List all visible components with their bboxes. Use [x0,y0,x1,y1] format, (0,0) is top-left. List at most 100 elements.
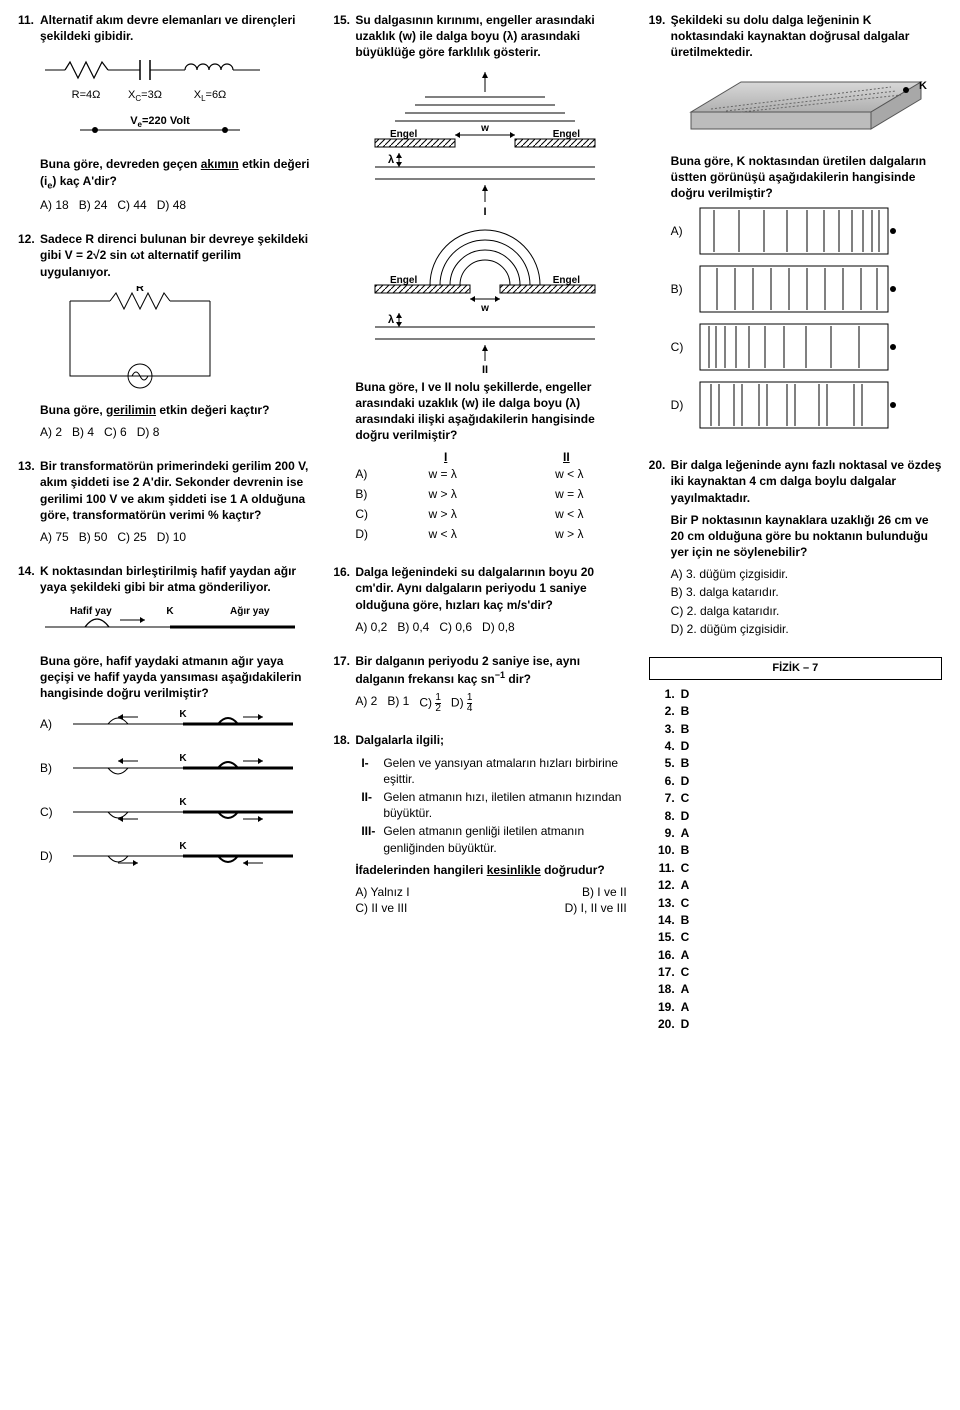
q-text-2: Buna göre, I ve II nolu şekillerde, enge… [355,379,626,444]
question-13: 13. Bir transformatörün primerindeki ger… [18,458,311,545]
answer-list: 1.D2.B3.B4.D5.B6.D7.C8.D9.A10.B11.C12.A1… [649,686,942,1034]
answer-row: 1.D [649,686,942,703]
q-num: 14. [18,563,40,883]
question-18: 18. Dalgalarla ilgili; I-Gelen ve yansıy… [333,732,626,916]
q-text: Bir transformatörün primerindeki gerilim… [40,458,311,523]
q-options: A) K [671,207,942,429]
svg-text:K: K [179,797,187,808]
answer-row: 4.D [649,738,942,755]
q-text: Su dalgasının kırınımı, engeller arasınd… [355,12,626,61]
q-text: Bir dalganın periyodu 2 saniye ise, aynı… [355,653,626,687]
svg-text:K: K [919,80,927,92]
svg-text:Engel: Engel [390,275,417,286]
q-text: Alternatif akım devre elemanları ve dire… [40,12,311,44]
svg-text:I: I [484,206,487,217]
page-columns: 11. Alternatif akım devre elemanları ve … [18,12,942,1034]
answer-row: 10.B [649,842,942,859]
spring-pulse-diagram: Hafif yay K Ağır yay [40,602,311,647]
svg-text:Engel: Engel [553,275,580,286]
q-statements: I-Gelen ve yansıyan atmaların hızları bi… [361,755,626,856]
question-20: 20. Bir dalga leğeninde aynı fazlı nokta… [649,457,942,639]
q-num: 19. [649,12,671,439]
answer-row: 14.B [649,912,942,929]
q-text-2: İfadelerinden hangileri kesinlikle doğru… [355,862,626,878]
question-14: 14. K noktasından birleştirilmiş hafif y… [18,563,311,883]
diffraction-figure-1: Engel Engel w [355,67,626,217]
q-text-2: Buna göre, hafif yaydaki atmanın ağır ya… [40,653,311,702]
answer-row: 18.A [649,981,942,998]
question-16: 16. Dalga leğenindeki su dalgalarının bo… [333,564,626,635]
svg-text:Ve=220 Volt: Ve=220 Volt [130,115,190,129]
q-text: Sadece R direnci bulunan bir devreye şek… [40,231,311,280]
answer-key-title: FİZİK – 7 [649,657,942,680]
q-num: 18. [333,732,355,916]
q-num: 17. [333,653,355,714]
column-2: 15. Su dalgasının kırınımı, engeller ara… [333,12,626,1034]
option-c-diagram: K [699,323,899,371]
q-num: 13. [18,458,40,545]
q-text-2: Buna göre, devreden geçen akımın etkin d… [40,156,311,191]
q-options: A) 2 B) 1 C) 12 D) 14 [355,693,626,714]
q-options: A) Yalnız I B) I ve II C) II ve III D) I… [355,884,626,916]
q-text: Dalgalarla ilgili; [355,732,626,748]
answer-key: FİZİK – 7 1.D2.B3.B4.D5.B6.D7.C8.D9.A10.… [649,657,942,1034]
answer-row: 20.D [649,1016,942,1033]
svg-text:R: R [136,286,144,294]
q-options: A) 3. düğüm çizgisidir. B) 3. dalga kata… [671,566,942,637]
question-12: 12. Sadece R direnci bulunan bir devreye… [18,231,311,440]
svg-text:K: K [179,709,187,720]
question-19: 19. Şekildeki su dolu dalga leğeninin K … [649,12,942,439]
option-a-diagram: K [68,707,298,741]
q-options: A) 75 B) 50 C) 25 D) 10 [40,529,311,545]
option-a-diagram: K [699,207,899,255]
column-1: 11. Alternatif akım devre elemanları ve … [18,12,311,1034]
answer-row: 6.D [649,773,942,790]
svg-text:R=4Ω: R=4Ω [72,89,101,101]
answer-row: 12.A [649,877,942,894]
answer-row: 8.D [649,808,942,825]
q-num: 15. [333,12,355,546]
q-text-2: Buna göre, gerilimin etkin değeri kaçtır… [40,402,311,418]
svg-text:λ: λ [388,314,394,326]
q-text-2: Buna göre, K noktasından üretilen dalgal… [671,153,942,202]
svg-text:K: K [166,606,174,617]
svg-text:w: w [480,123,489,134]
q-options: A) 18 B) 24 C) 44 D) 48 [40,197,311,213]
answer-row: 17.C [649,964,942,981]
svg-text:Engel: Engel [390,129,417,140]
svg-text:Hafif yay: Hafif yay [70,606,112,617]
q-options: I II A)w = λw < λ B)w > λw = λ C)w > λw … [355,449,626,542]
answer-row: 19.A [649,999,942,1016]
answer-row: 5.B [649,755,942,772]
q-text: Bir dalga leğeninde aynı fazlı noktasal … [671,457,942,506]
answer-row: 16.A [649,947,942,964]
svg-text:λ: λ [388,154,394,166]
option-d-diagram: K [699,381,899,429]
q-num: 11. [18,12,40,213]
svg-text:w: w [480,303,489,314]
svg-text:K: K [179,841,187,852]
answer-row: 9.A [649,825,942,842]
q-text-2: Bir P noktasının kaynaklara uzaklığı 26 … [671,512,942,561]
option-b-diagram: K [699,265,899,313]
answer-row: 11.C [649,860,942,877]
svg-text:K: K [179,753,187,764]
svg-text:Ağır yay: Ağır yay [230,606,270,617]
question-15: 15. Su dalgasının kırınımı, engeller ara… [333,12,626,546]
answer-row: 7.C [649,790,942,807]
q-num: 16. [333,564,355,635]
option-b-diagram: K [68,751,298,785]
option-c-diagram: K [68,795,298,829]
answer-row: 3.B [649,721,942,738]
option-d-diagram: K [68,839,298,873]
answer-row: 13.C [649,895,942,912]
question-11: 11. Alternatif akım devre elemanları ve … [18,12,311,213]
svg-text:Engel: Engel [553,129,580,140]
q-text: Şekildeki su dolu dalga leğeninin K nokt… [671,12,942,61]
wave-tank-3d-diagram: K [671,67,942,147]
svg-text:XL=6Ω: XL=6Ω [194,89,227,103]
q-text: Dalga leğenindeki su dalgalarının boyu 2… [355,564,626,613]
answer-row: 2.B [649,703,942,720]
q-num: 12. [18,231,40,440]
q-options: A) 0,2 B) 0,4 C) 0,6 D) 0,8 [355,619,626,635]
